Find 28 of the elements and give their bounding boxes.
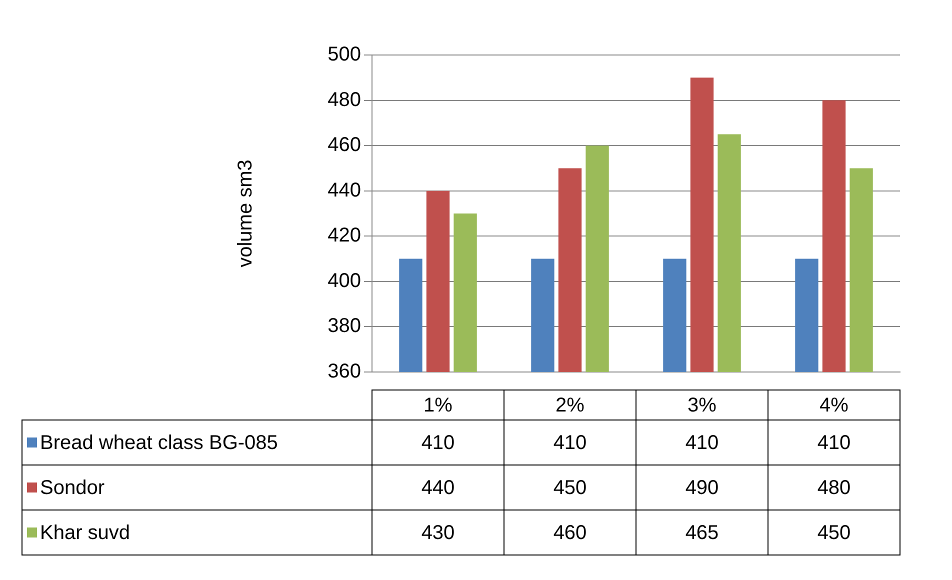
x-tick-label: 2% <box>556 394 585 417</box>
data-label: 440 <box>421 477 455 500</box>
data-label: 480 <box>817 477 851 500</box>
data-label: 450 <box>817 522 851 544</box>
y-tick-label: 460 <box>328 134 361 156</box>
x-tick-label: 3% <box>688 394 717 417</box>
data-label: 465 <box>685 522 719 544</box>
y-tick-label: 360 <box>328 360 361 383</box>
x-tick-label: 1% <box>424 394 453 417</box>
y-axis-title: volume sm3 <box>234 160 257 268</box>
legend-label: Sondor <box>40 477 105 500</box>
x-tick-label: 4% <box>820 394 849 417</box>
data-label: 430 <box>421 522 455 544</box>
data-label: 460 <box>553 522 587 544</box>
y-tick-label: 420 <box>328 224 361 247</box>
legend-label: Khar suvd <box>40 522 130 544</box>
y-tick-label: 440 <box>328 179 361 202</box>
data-label: 410 <box>817 432 851 454</box>
y-tick-label: 400 <box>328 270 361 292</box>
data-label: 410 <box>553 432 587 454</box>
data-label: 410 <box>421 432 455 454</box>
legend-label: Bread wheat class BG-085 <box>40 432 278 454</box>
data-label: 490 <box>685 477 719 500</box>
y-tick-label: 500 <box>328 44 361 66</box>
y-tick-label: 380 <box>328 315 361 338</box>
y-tick-label: 480 <box>328 88 361 111</box>
data-label: 450 <box>553 477 587 500</box>
data-label: 410 <box>685 432 719 454</box>
